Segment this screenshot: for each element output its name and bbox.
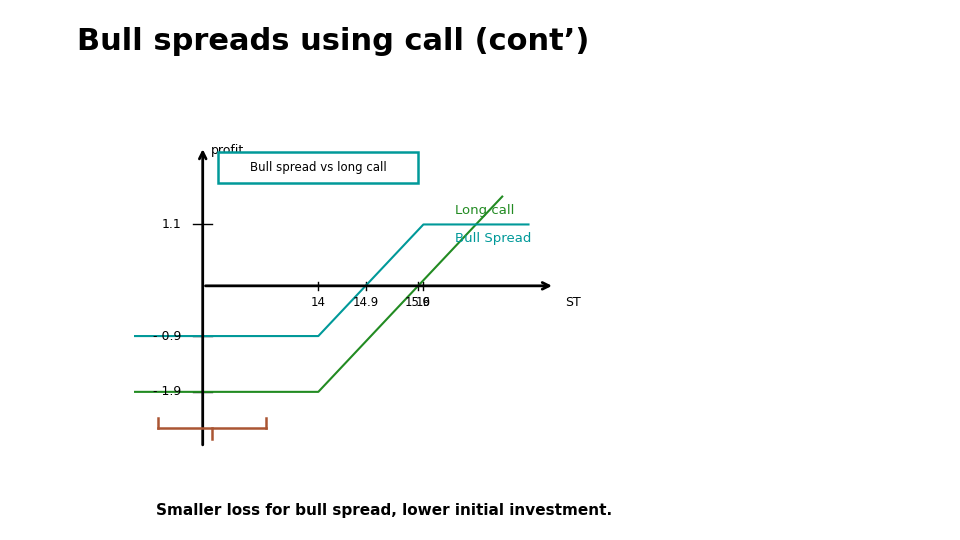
Text: Bull Spread: Bull Spread [455,232,531,245]
Text: Smaller loss for bull spread, lower initial investment.: Smaller loss for bull spread, lower init… [156,503,612,518]
Text: profit: profit [210,144,244,157]
FancyBboxPatch shape [219,152,419,183]
Text: Bull spreads using call (cont’): Bull spreads using call (cont’) [77,27,589,56]
Text: Long call: Long call [455,204,515,217]
Text: - 0.9: - 0.9 [154,329,181,342]
Text: 14.9: 14.9 [352,296,379,309]
Text: 1.1: 1.1 [162,218,181,231]
Text: 14: 14 [311,296,325,309]
Text: Bull spread vs long call: Bull spread vs long call [250,161,387,174]
Text: - 1.9: - 1.9 [154,386,181,399]
Text: 15.9: 15.9 [405,296,431,309]
Text: 16: 16 [416,296,431,309]
Text: ST: ST [565,296,581,309]
